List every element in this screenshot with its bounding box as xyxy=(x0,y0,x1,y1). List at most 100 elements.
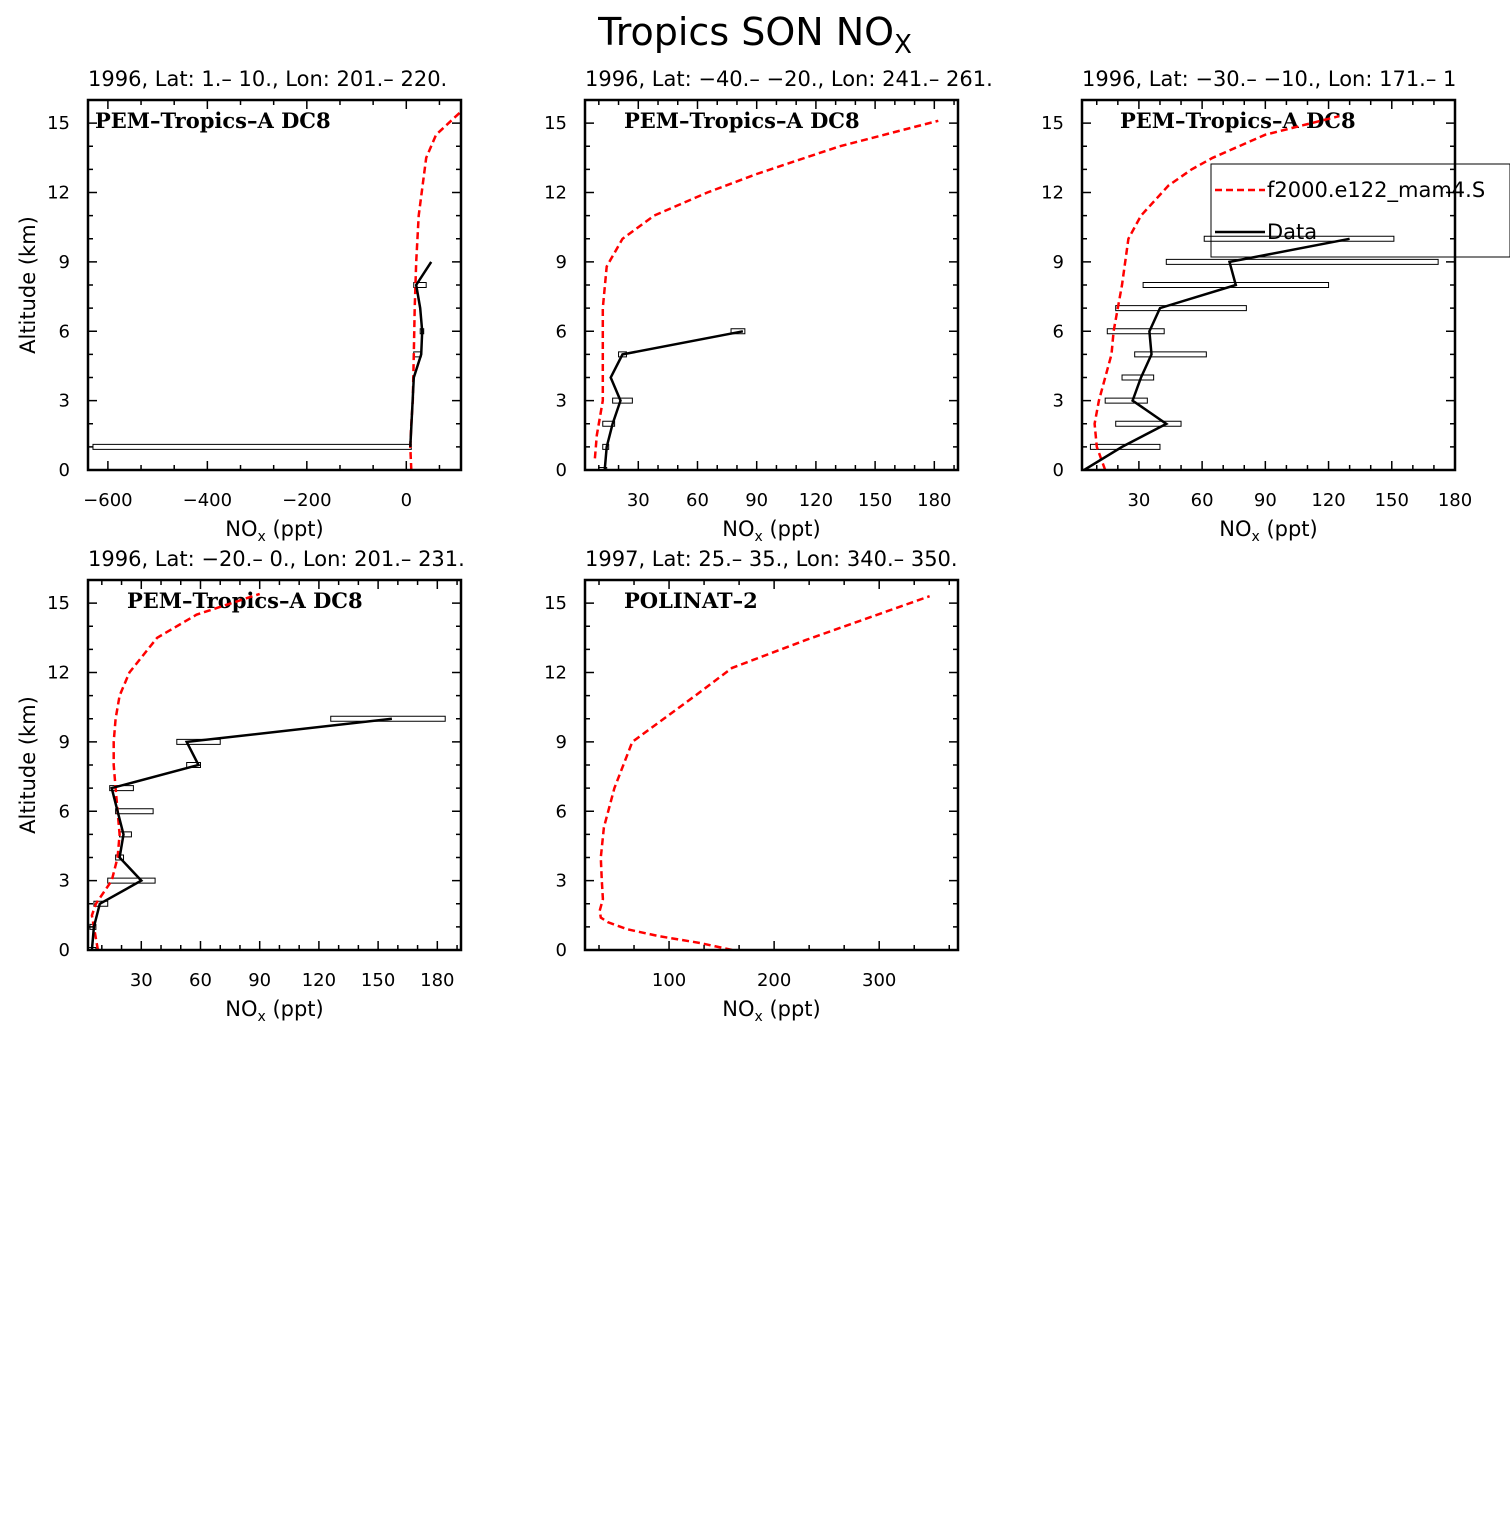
y-tick-label: 15 xyxy=(544,113,567,134)
data-range-box xyxy=(602,420,616,427)
legend-box xyxy=(1210,163,1510,258)
x-tick-label: 180 xyxy=(420,970,454,991)
x-axis-label-main: NO xyxy=(722,997,754,1021)
x-tick-label: 200 xyxy=(757,970,791,991)
x-axis-label-sub: x xyxy=(1251,529,1259,545)
legend: f2000.e122_mam4.S Data xyxy=(1210,163,1510,258)
panel-3: 1996, Lat: −30.– −10., Lon: 171.– 1 PEM–… xyxy=(1041,67,1472,545)
figure-title-main: Tropics SON NO xyxy=(597,10,894,54)
data-range-box xyxy=(115,808,154,815)
x-axis-label: NOx (ppt) xyxy=(225,517,324,545)
x-tick-label: −400 xyxy=(183,490,232,511)
model-series-line xyxy=(90,592,261,950)
y-tick-label: 9 xyxy=(59,732,70,753)
y-tick-label: 9 xyxy=(1053,252,1064,273)
x-tick-label: −200 xyxy=(282,490,331,511)
plot-frame xyxy=(86,578,463,952)
data-range-box xyxy=(612,397,633,404)
x-tick-label: 120 xyxy=(799,490,833,511)
campaign-label: PEM–Tropics–A DC8 xyxy=(95,108,331,133)
x-tick-label: 90 xyxy=(1254,490,1277,511)
plot-frame xyxy=(583,98,960,472)
data-range-box xyxy=(119,831,132,838)
data-range-box xyxy=(1115,420,1182,427)
x-axis-label: NOx (ppt) xyxy=(722,997,821,1025)
legend-data-label: Data xyxy=(1267,220,1317,244)
y-tick-label: 6 xyxy=(556,801,567,822)
x-axis-label-main: NO xyxy=(722,517,754,541)
x-tick-label: 30 xyxy=(1127,490,1150,511)
x-axis-label: NOx (ppt) xyxy=(722,517,821,545)
x-axis-label-sub: x xyxy=(754,1009,762,1025)
x-axis-label-main: NO xyxy=(225,517,257,541)
data-range-box xyxy=(1115,305,1247,312)
data-range-box xyxy=(1165,258,1439,265)
y-tick-label: 6 xyxy=(59,321,70,342)
panel-2: 1996, Lat: −40.– −20., Lon: 241.– 261. P… xyxy=(544,67,993,545)
y-tick-label: 12 xyxy=(544,663,567,684)
x-tick-label: 60 xyxy=(189,970,212,991)
x-tick-label: 120 xyxy=(302,970,336,991)
panel-title: 1997, Lat: 25.– 35., Lon: 340.– 350. xyxy=(585,547,958,571)
x-tick-label: 180 xyxy=(1438,490,1472,511)
figure-title-sub: X xyxy=(894,30,912,60)
y-tick-label: 6 xyxy=(556,321,567,342)
data-series-line xyxy=(90,717,393,950)
x-tick-label: 180 xyxy=(917,490,951,511)
plot-frame xyxy=(86,98,463,472)
x-axis-label-tail: (ppt) xyxy=(266,997,324,1021)
y-tick-label: 15 xyxy=(544,593,567,614)
x-tick-label: 90 xyxy=(745,490,768,511)
y-tick-label: 3 xyxy=(1053,391,1064,412)
x-tick-label: 0 xyxy=(401,490,412,511)
figure-title: Tropics SON NOX xyxy=(597,10,912,60)
legend-model-label: f2000.e122_mam4.S xyxy=(1267,178,1485,203)
x-tick-label: 90 xyxy=(248,970,271,991)
campaign-label: PEM–Tropics–A DC8 xyxy=(1120,108,1356,133)
plot-area xyxy=(1083,114,1439,470)
y-tick-label: 12 xyxy=(1041,183,1064,204)
panel-title: 1996, Lat: −30.– −10., Lon: 171.– 1 xyxy=(1082,67,1456,91)
data-range-box xyxy=(1203,235,1395,242)
x-axis-label-main: NO xyxy=(1219,517,1251,541)
data-range-box xyxy=(107,877,156,884)
x-tick-label: 300 xyxy=(862,970,896,991)
campaign-label: PEM–Tropics–A DC8 xyxy=(127,588,363,613)
y-tick-label: 6 xyxy=(59,801,70,822)
x-tick-label: 150 xyxy=(361,970,395,991)
y-axis-label: Altitude (km) xyxy=(16,696,40,834)
y-axis-label: Altitude (km) xyxy=(16,216,40,354)
x-tick-label: 100 xyxy=(652,970,686,991)
y-tick-label: 15 xyxy=(1041,113,1064,134)
data-range-box xyxy=(413,282,427,288)
y-tick-label: 12 xyxy=(47,663,70,684)
y-tick-label: 0 xyxy=(556,460,567,481)
x-axis-label-tail: (ppt) xyxy=(763,997,821,1021)
data-range-box xyxy=(92,443,412,450)
plot-frame xyxy=(583,578,960,952)
plot-area xyxy=(598,595,931,950)
data-series-line xyxy=(1083,237,1350,470)
plot-area xyxy=(593,119,939,470)
x-axis-label-sub: x xyxy=(257,529,265,545)
y-tick-label: 9 xyxy=(59,252,70,273)
x-tick-label: 150 xyxy=(858,490,892,511)
y-tick-label: 0 xyxy=(59,460,70,481)
data-series-line xyxy=(603,330,744,470)
model-series-line xyxy=(593,119,939,459)
panel-title: 1996, Lat: 1.– 10., Lon: 201.– 220. xyxy=(88,67,447,91)
y-tick-label: 0 xyxy=(59,940,70,961)
x-axis-label-main: NO xyxy=(225,997,257,1021)
x-tick-label: 150 xyxy=(1375,490,1409,511)
y-tick-label: 3 xyxy=(59,871,70,892)
x-tick-label: 60 xyxy=(686,490,709,511)
y-tick-label: 0 xyxy=(556,940,567,961)
y-tick-label: 3 xyxy=(59,391,70,412)
data-range-box xyxy=(1121,374,1155,381)
x-tick-label: 30 xyxy=(627,490,650,511)
x-tick-label: 30 xyxy=(130,970,153,991)
plot-area xyxy=(92,110,461,470)
data-range-box xyxy=(1134,351,1207,358)
